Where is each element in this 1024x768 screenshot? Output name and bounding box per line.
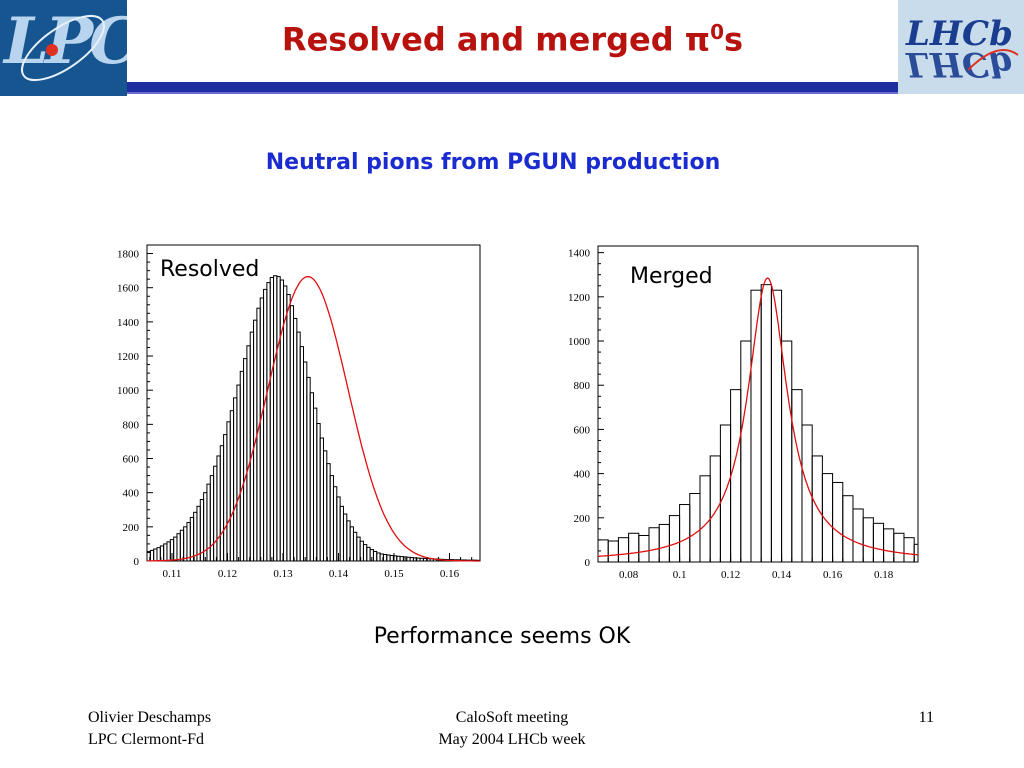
histogram-bin bbox=[740, 340, 752, 563]
histogram-bin bbox=[719, 424, 732, 563]
y-tick-label: 600 bbox=[123, 454, 140, 466]
lpc-logo: LPC bbox=[0, 0, 127, 96]
footer-meeting: CaloSoft meeting bbox=[455, 709, 569, 726]
histogram-bin bbox=[781, 340, 793, 563]
y-tick-label: 0 bbox=[585, 557, 591, 569]
footer-page-number: 11 bbox=[918, 709, 934, 726]
histogram-bin bbox=[638, 534, 650, 563]
y-tick-label: 1200 bbox=[117, 351, 140, 363]
x-tick-label: 0.15 bbox=[384, 568, 404, 580]
resolved-histogram-chart: Resolved 0 200 400 600 800 1000 1200 1400 1600 18… bbox=[117, 244, 481, 580]
histogram-bin bbox=[862, 517, 874, 563]
y-tick-label: 1600 bbox=[117, 283, 140, 295]
y-tick-label: 800 bbox=[574, 380, 591, 392]
y-tick-label: 800 bbox=[123, 419, 140, 431]
histogram-bin bbox=[893, 532, 905, 563]
footer-author-block: Olivier Deschamps LPC Clermont-Fd bbox=[88, 707, 211, 751]
histogram-bin bbox=[658, 523, 670, 563]
histogram-bin bbox=[699, 475, 711, 563]
histogram-bin bbox=[791, 389, 803, 563]
y-tick-label: 0 bbox=[134, 556, 140, 568]
histogram-bin bbox=[617, 537, 630, 563]
y-tick-label: 1000 bbox=[117, 385, 140, 397]
plot-frame bbox=[597, 245, 919, 563]
slide-title: Resolved and merged π0s bbox=[281, 20, 744, 59]
histogram-bin bbox=[689, 492, 701, 563]
y-tick-label: 1200 bbox=[568, 292, 591, 304]
lpc-logo-text: LPC bbox=[4, 4, 127, 79]
x-tick-label: 0.12 bbox=[721, 569, 740, 581]
x-tick-label: 0.14 bbox=[329, 568, 349, 580]
x-tick-label: 0.14 bbox=[772, 569, 792, 581]
histogram-bin bbox=[628, 532, 640, 563]
y-tick-label: 400 bbox=[123, 488, 140, 500]
title-rule bbox=[127, 82, 898, 92]
histogram-bin bbox=[913, 543, 919, 563]
histogram-bin bbox=[770, 289, 783, 563]
histogram-bin bbox=[607, 540, 619, 563]
title-rule-shadow bbox=[127, 92, 898, 94]
histogram-bin bbox=[760, 284, 772, 563]
x-tick-label: 0.18 bbox=[874, 569, 894, 581]
y-tick-label: 1400 bbox=[568, 248, 591, 260]
footer-affiliation: LPC Clermont-Fd bbox=[88, 731, 205, 748]
histogram-bin bbox=[811, 455, 823, 563]
panel-label-merged: Merged bbox=[630, 264, 713, 289]
slide-subtitle: Neutral pions from PGUN production bbox=[265, 150, 721, 175]
x-tick-label: 0.1 bbox=[673, 569, 687, 581]
histogram-bin bbox=[709, 455, 721, 563]
lpc-logo-swirl-icon bbox=[21, 14, 105, 82]
y-tick-label: 400 bbox=[574, 469, 591, 481]
fit-curve bbox=[598, 277, 919, 557]
x-tick-label: 0.13 bbox=[273, 568, 293, 580]
x-tick-label: 0.08 bbox=[619, 569, 639, 581]
conclusion-text: Performance seems OK bbox=[373, 624, 631, 649]
footer-meeting-block: CaloSoft meeting May 2004 LHCb week bbox=[380, 707, 644, 751]
histogram-bin bbox=[842, 495, 854, 563]
x-tick-label: 0.11 bbox=[163, 568, 182, 580]
histogram-bin bbox=[852, 508, 864, 563]
lhcb-logo-arc-icon bbox=[967, 49, 1019, 71]
y-tick-label: 1000 bbox=[568, 336, 591, 348]
footer-meeting-date: May 2004 LHCb week bbox=[438, 731, 586, 748]
y-tick-label: 600 bbox=[574, 424, 591, 436]
x-tick-label: 0.12 bbox=[218, 568, 237, 580]
x-tick-label: 0.16 bbox=[823, 569, 843, 581]
histogram-bin bbox=[832, 481, 844, 563]
merged-histogram-chart: Merged 0 200 400 600 800 1000 1200 1400 0.08 0.1 0… bbox=[568, 245, 919, 581]
lhcb-logo: LHCb LHCb bbox=[898, 0, 1024, 94]
x-tick-label: 0.16 bbox=[440, 568, 460, 580]
y-tick-label: 1800 bbox=[117, 249, 140, 261]
lhcb-logo-text: LHCb bbox=[906, 14, 1013, 54]
y-tick-label: 1400 bbox=[117, 317, 140, 329]
histogram-bin bbox=[883, 528, 895, 563]
histogram-bin bbox=[903, 537, 915, 563]
footer-author: Olivier Deschamps bbox=[88, 709, 212, 726]
histogram-bin bbox=[668, 515, 681, 563]
histogram-bin bbox=[730, 389, 742, 563]
y-tick-label: 200 bbox=[123, 522, 140, 534]
y-tick-label: 200 bbox=[574, 513, 591, 525]
histogram-bin bbox=[872, 522, 885, 563]
histogram-bin bbox=[648, 527, 660, 563]
histogram-bin bbox=[679, 504, 691, 563]
fit-curve bbox=[147, 275, 480, 562]
panel-label-resolved: Resolved bbox=[160, 257, 259, 282]
